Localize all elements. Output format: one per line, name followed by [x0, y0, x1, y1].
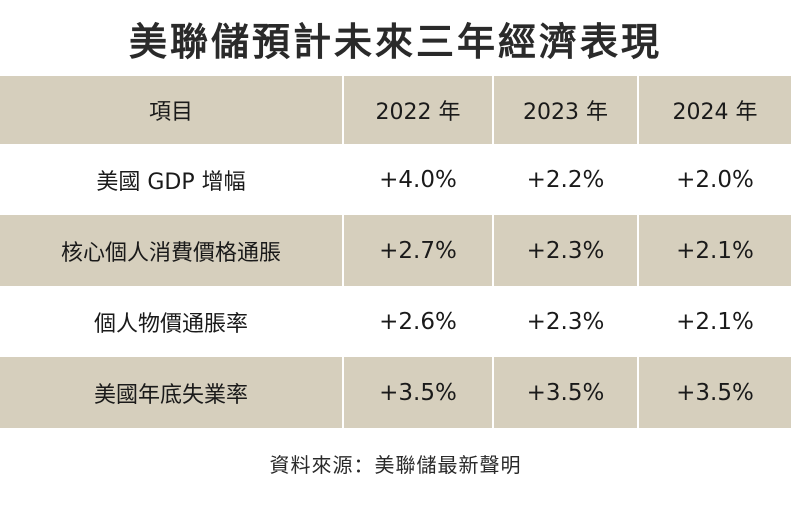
row-label: 美國年底失業率 [93, 382, 248, 408]
cell-value: +2.3% [492, 286, 638, 357]
column-header-2022: 2022 年 [342, 76, 493, 144]
cell-value: +2.2% [492, 144, 638, 215]
table-row: 核心個人消費價格通脹 +2.7% +2.3% +2.1% [0, 215, 791, 286]
cell-value: +3.5% [637, 357, 791, 428]
cell-value: +2.0% [637, 144, 791, 215]
column-header-2023: 2023 年 [492, 76, 638, 144]
table-row: 美國 GDP 增幅 +4.0% +2.2% +2.0% [0, 144, 791, 215]
row-label: 核心個人消費價格通脹 [60, 240, 281, 266]
table-row: 個人物價通脹率 +2.6% +2.3% +2.1% [0, 286, 791, 357]
table-row: 美國年底失業率 +3.5% +3.5% +3.5% [0, 357, 791, 428]
cell-value: +2.3% [492, 215, 638, 286]
column-header-2024: 2024 年 [637, 76, 791, 144]
cell-value: +2.1% [637, 215, 791, 286]
cell-value: +2.6% [342, 286, 493, 357]
source-note: 資料來源：美聯儲最新聲明 [269, 452, 522, 477]
forecast-table: 項目 2022 年 2023 年 2024 年 美國 GDP 增幅 +4.0% … [0, 76, 791, 428]
cell-value: +4.0% [342, 144, 493, 215]
column-header-item: 項目 [148, 100, 193, 125]
cell-value: +2.7% [342, 215, 493, 286]
cell-value: +3.5% [492, 357, 638, 428]
cell-value: +3.5% [342, 357, 493, 428]
cell-value: +2.1% [637, 286, 791, 357]
row-label: 美國 GDP 增幅 [96, 169, 246, 195]
page-title: 美聯儲預計未來三年經濟表現 [128, 19, 662, 64]
table-header-row: 項目 2022 年 2023 年 2024 年 [0, 76, 791, 144]
row-label: 個人物價通脹率 [93, 311, 248, 337]
